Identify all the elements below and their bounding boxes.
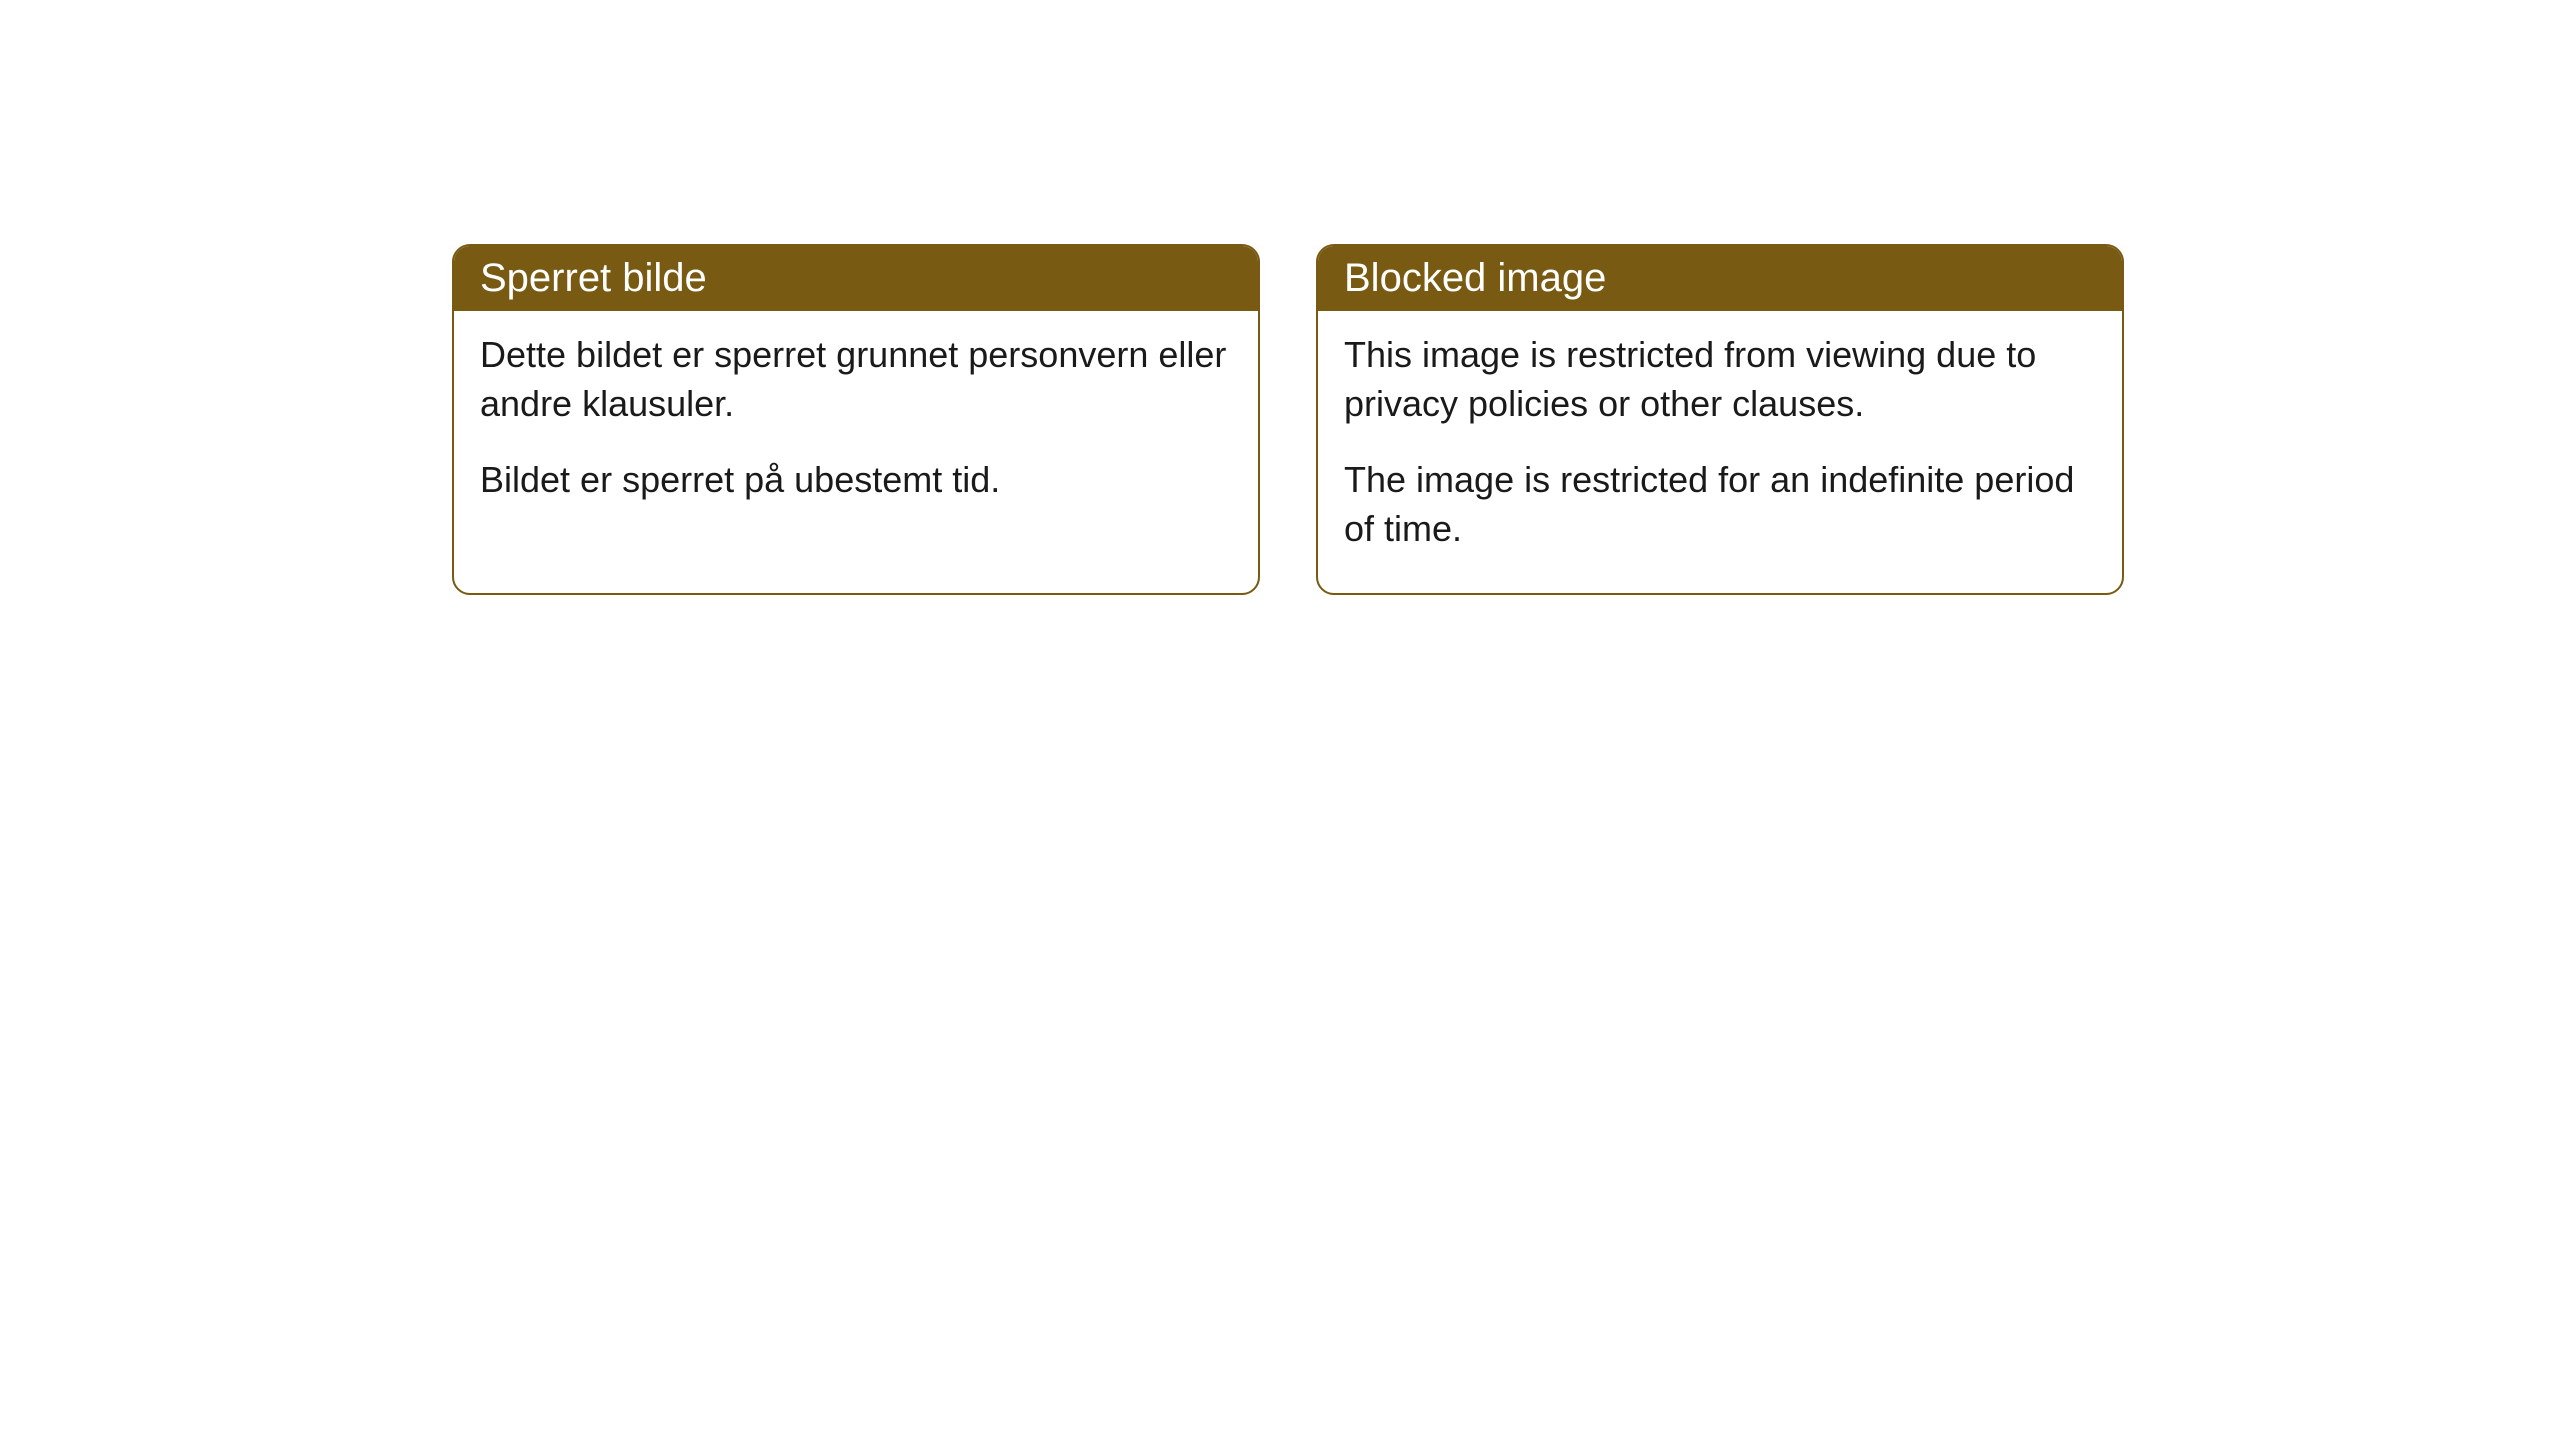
card-header-english: Blocked image bbox=[1318, 246, 2122, 311]
card-header-norwegian: Sperret bilde bbox=[454, 246, 1258, 311]
card-body-english: This image is restricted from viewing du… bbox=[1318, 311, 2122, 593]
blocked-image-card-english: Blocked image This image is restricted f… bbox=[1316, 244, 2124, 595]
card-paragraph-1-norwegian: Dette bildet er sperret grunnet personve… bbox=[480, 331, 1232, 428]
blocked-image-card-norwegian: Sperret bilde Dette bildet er sperret gr… bbox=[452, 244, 1260, 595]
card-paragraph-2-norwegian: Bildet er sperret på ubestemt tid. bbox=[480, 456, 1232, 505]
card-body-norwegian: Dette bildet er sperret grunnet personve… bbox=[454, 311, 1258, 545]
card-paragraph-1-english: This image is restricted from viewing du… bbox=[1344, 331, 2096, 428]
card-paragraph-2-english: The image is restricted for an indefinit… bbox=[1344, 456, 2096, 553]
notice-cards-container: Sperret bilde Dette bildet er sperret gr… bbox=[452, 244, 2124, 595]
